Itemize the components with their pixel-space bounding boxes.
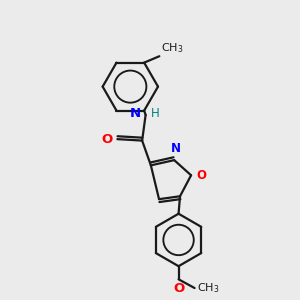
Text: H: H <box>151 107 160 120</box>
Text: N: N <box>171 142 181 155</box>
Text: O: O <box>196 169 206 182</box>
Text: CH$_3$: CH$_3$ <box>161 41 183 55</box>
Text: N: N <box>129 107 140 120</box>
Text: O: O <box>173 282 184 295</box>
Text: O: O <box>102 133 113 146</box>
Text: CH$_3$: CH$_3$ <box>197 281 219 295</box>
